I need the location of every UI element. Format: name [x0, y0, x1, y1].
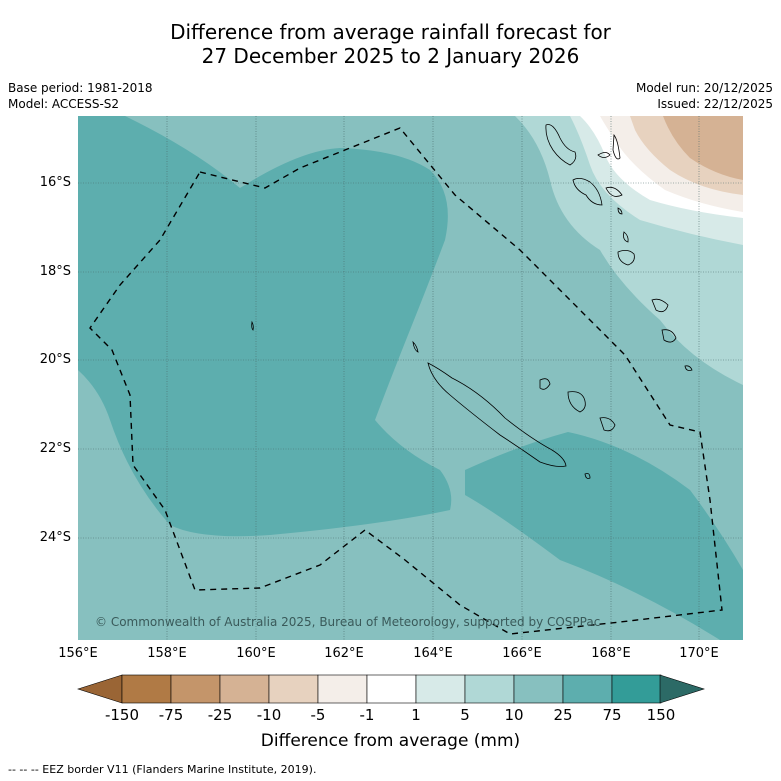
lon-label-166e: 166°E — [502, 646, 542, 661]
colorbar-tick-label: -5 — [310, 706, 326, 724]
colorbar-cell — [121, 674, 172, 704]
vanuatu-coastline — [545, 124, 635, 266]
model-name: Model: ACCESS-S2 — [8, 97, 120, 111]
new-caledonia-coastline — [251, 320, 616, 479]
graticule — [78, 116, 743, 640]
lon-label-156e: 156°E — [58, 646, 98, 661]
colorbar-tick-label: -1 — [359, 706, 375, 724]
lon-label-164e: 164°E — [413, 646, 453, 661]
colorbar-cell — [464, 674, 515, 704]
colorbar-cell — [415, 674, 466, 704]
colorbar-cell — [317, 674, 368, 704]
model-run: Model run: 20/12/2025 — [635, 81, 773, 95]
lon-label-162e: 162°E — [324, 646, 364, 661]
colorbar-tick-label: -10 — [256, 706, 282, 724]
copyright-text: © Commonwealth of Australia 2025, Bureau… — [95, 615, 600, 629]
lon-label-158e: 158°E — [147, 646, 187, 661]
eez-footnote: -- -- -- EEZ border V11 (Flanders Marine… — [8, 763, 317, 776]
colorbar-tick-label: -150 — [104, 706, 140, 724]
lat-label-22s: 22°S — [39, 441, 71, 456]
colorbar-cell — [513, 674, 564, 704]
lon-label-168e: 168°E — [591, 646, 631, 661]
colorbar-tick-label: 150 — [646, 706, 676, 724]
map-title-line2: 27 December 2025 to 2 January 2026 — [201, 44, 580, 68]
meta-left: Base period: 1981-2018 Model: ACCESS-S2 — [8, 80, 153, 112]
fiji-coastline — [651, 298, 693, 371]
colorbar-title: Difference from average (mm) — [260, 731, 521, 751]
lon-label-160e: 160°E — [236, 646, 276, 661]
issued-date: Issued: 22/12/2025 — [657, 97, 773, 111]
colorbar-cell — [611, 674, 662, 704]
colorbar-tick-label: 75 — [602, 706, 622, 724]
colorbar-tick-label: 25 — [553, 706, 573, 724]
colorbar-tick-label: 1 — [411, 706, 421, 724]
colorbar-tick-label: 5 — [460, 706, 470, 724]
band-minus25-minus10 — [663, 116, 743, 180]
colorbar-cell — [366, 674, 417, 704]
rainfall-field — [78, 116, 743, 640]
meta-right: Model run: 20/12/2025 Issued: 22/12/2025 — [636, 80, 773, 112]
colorbar-cell — [219, 674, 270, 704]
eez-border — [89, 127, 723, 635]
lat-label-24s: 24°S — [39, 530, 71, 545]
colorbar-tick-label: -75 — [158, 706, 184, 724]
band-25-75-west — [78, 116, 452, 537]
colorbar-tick-label: -25 — [207, 706, 233, 724]
lon-label-170e: 170°E — [679, 646, 719, 661]
colorbar-extend-high — [659, 674, 705, 704]
colorbar-extend-low — [77, 674, 123, 704]
lat-label-18s: 18°S — [39, 264, 71, 279]
band-25-75-southeast — [465, 432, 743, 640]
colorbar-cell — [170, 674, 221, 704]
colorbar-cell — [268, 674, 319, 704]
map-title-line1: Difference from average rainfall forecas… — [170, 20, 611, 44]
colorbar-cell — [562, 674, 613, 704]
lat-label-16s: 16°S — [39, 175, 71, 190]
base-period: Base period: 1981-2018 — [8, 81, 153, 95]
lat-label-20s: 20°S — [39, 352, 71, 367]
colorbar — [77, 674, 705, 704]
colorbar-tick-label: 10 — [504, 706, 524, 724]
